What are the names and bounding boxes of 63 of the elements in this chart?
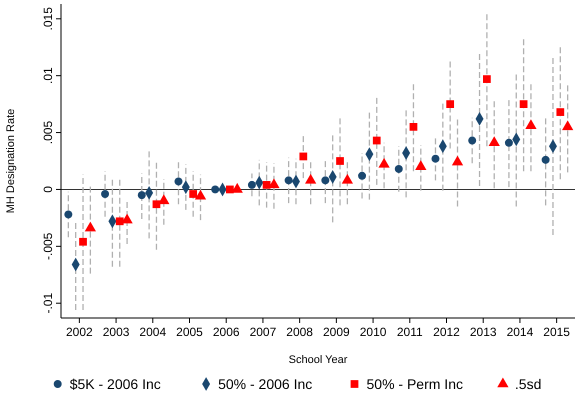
x-tick-label: 2013 — [470, 325, 497, 339]
y-tick-label: .01 — [41, 67, 55, 84]
x-tick-label: 2010 — [360, 325, 387, 339]
point — [542, 156, 550, 164]
point — [378, 158, 390, 168]
x-tick-label: 2003 — [102, 325, 130, 339]
point — [452, 156, 464, 166]
legend-label: $5K - 2006 Inc — [70, 376, 161, 392]
point — [504, 138, 513, 147]
point — [138, 191, 146, 200]
point — [248, 180, 256, 189]
x-tick-label: 2014 — [506, 325, 534, 339]
point — [226, 186, 234, 194]
y-tick-label: -.005 — [41, 232, 55, 260]
x-tick-label: 2011 — [396, 325, 424, 339]
x-tick-label: 2006 — [212, 325, 240, 339]
point — [520, 100, 528, 108]
legend-label: 50% - 2006 Inc — [218, 376, 312, 392]
point — [64, 210, 72, 218]
point — [174, 177, 182, 186]
point — [372, 136, 381, 144]
point — [358, 172, 366, 180]
y-axis-title: MH Designation Rate — [5, 108, 17, 214]
y-tick-label: .015 — [41, 6, 55, 30]
x-tick-label: 2015 — [543, 325, 570, 339]
x-tick-label: 2005 — [176, 325, 204, 339]
point — [468, 136, 476, 145]
point — [79, 238, 87, 246]
point — [342, 174, 354, 184]
x-tick-label: 2012 — [433, 325, 460, 339]
x-tick-label: 2002 — [66, 325, 94, 339]
y-tick-label: -.01 — [41, 292, 55, 314]
point — [483, 75, 491, 83]
point — [488, 136, 500, 146]
point — [336, 157, 344, 165]
x-tick-label: 2004 — [139, 325, 166, 339]
point — [299, 152, 308, 160]
point — [152, 200, 160, 208]
point — [305, 174, 316, 184]
x-tick-label: 2009 — [323, 325, 350, 339]
point — [556, 108, 564, 116]
x-tick-label: 2007 — [250, 325, 277, 339]
legend-label: .5sd — [514, 376, 542, 392]
point — [415, 160, 426, 170]
point — [211, 185, 220, 194]
point — [84, 222, 96, 232]
point — [101, 190, 110, 198]
point — [446, 100, 454, 108]
point — [394, 164, 403, 173]
y-tick-label: .005 — [41, 120, 55, 144]
point — [321, 176, 330, 184]
point — [562, 120, 574, 130]
x-tick-label: 2008 — [286, 325, 314, 339]
legend-label: 50% - Perm Inc — [366, 376, 463, 392]
x-axis-title: School Year — [288, 354, 348, 366]
y-tick-label: 0 — [41, 186, 55, 193]
point — [194, 190, 206, 200]
point — [262, 181, 270, 189]
point — [431, 154, 440, 163]
point — [525, 119, 537, 129]
point — [284, 176, 293, 184]
point — [189, 190, 198, 198]
point — [410, 122, 418, 131]
